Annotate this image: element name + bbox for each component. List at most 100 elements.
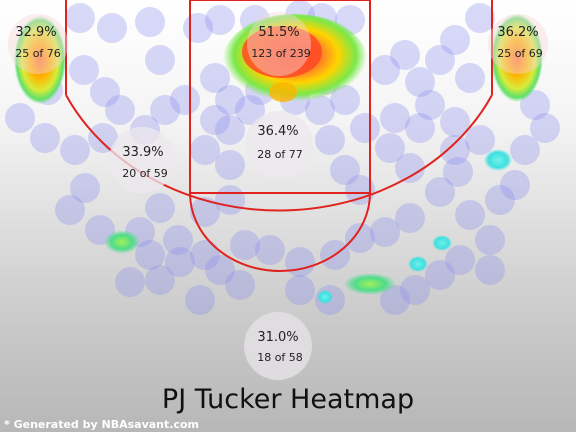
shot-bubble — [70, 173, 100, 203]
zone-count: 18 of 58 — [257, 351, 303, 364]
shot-bubble — [440, 25, 470, 55]
shot-bubble — [415, 90, 445, 120]
shot-bubble — [425, 45, 455, 75]
shot-bubble — [97, 13, 127, 43]
shot-bubble — [163, 225, 193, 255]
zone-bubble — [488, 14, 548, 74]
zone-left-midrange: 33.9% 20 of 59 — [109, 127, 175, 193]
shot-bubble — [215, 115, 245, 145]
shot-bubble — [65, 3, 95, 33]
shot-bubble — [185, 285, 215, 315]
shot-bubble — [215, 150, 245, 180]
shot-bubble — [400, 275, 430, 305]
shot-bubble — [510, 135, 540, 165]
hot-spot-right-low — [317, 290, 333, 304]
zone-count: 25 of 69 — [497, 47, 543, 60]
shot-bubble — [170, 85, 200, 115]
shot-bubble — [405, 67, 435, 97]
zone-pct: 33.9% — [122, 145, 163, 160]
shot-bubble — [145, 265, 175, 295]
shot-bubble — [60, 135, 90, 165]
shot-bubble — [205, 255, 235, 285]
shot-bubble — [390, 40, 420, 70]
zone-bubble — [244, 312, 312, 380]
shot-bubble — [330, 155, 360, 185]
shot-bubble — [370, 55, 400, 85]
hot-spot-right-wing — [344, 273, 396, 295]
shot-bubble — [215, 85, 245, 115]
zone-pct: 36.2% — [497, 25, 538, 40]
hot-spot-right-elbow — [484, 149, 512, 171]
hot-spot-left-corner — [14, 16, 66, 104]
shot-bubble — [145, 193, 175, 223]
shot-bubble — [135, 240, 165, 270]
shot-bubble — [380, 285, 410, 315]
zone-top-three: 31.0% 18 of 58 — [244, 312, 312, 380]
shot-bubble — [425, 260, 455, 290]
zone-bubble — [8, 14, 68, 74]
shot-bubble — [285, 247, 315, 277]
shot-bubble — [395, 153, 425, 183]
shot-bubble — [465, 125, 495, 155]
zone-labels: 32.9% 25 of 76 51.5% 123 of 239 36.2% 25… — [8, 12, 548, 380]
shot-bubble — [5, 103, 35, 133]
shot-bubble — [475, 225, 505, 255]
shot-bubble — [205, 5, 235, 35]
shot-bubble — [405, 113, 435, 143]
shot-bubble — [200, 63, 230, 93]
zone-pct: 32.9% — [15, 25, 56, 40]
zone-paint: 36.4% 28 of 77 — [245, 111, 313, 179]
hot-spot-right-arc — [432, 235, 452, 251]
shot-bubble — [395, 203, 425, 233]
shot-bubble — [90, 77, 120, 107]
zone-left-corner-three: 32.9% 25 of 76 — [8, 14, 68, 74]
shot-bubble — [230, 230, 260, 260]
shot-bubble — [215, 185, 245, 215]
shot-bubble — [225, 270, 255, 300]
shot-bubble — [455, 200, 485, 230]
shot-bubble — [485, 185, 515, 215]
shot-bubble — [375, 133, 405, 163]
shot-bubble — [500, 170, 530, 200]
shot-bubble — [315, 125, 345, 155]
shot-bubble — [55, 195, 85, 225]
shot-bubble — [465, 3, 495, 33]
shot-bubble — [350, 113, 380, 143]
zone-pct: 36.4% — [257, 124, 298, 139]
zone-bubble — [109, 127, 175, 193]
shot-bubble — [285, 275, 315, 305]
shot-bubble — [115, 267, 145, 297]
shot-bubble — [30, 123, 60, 153]
shot-bubble — [190, 135, 220, 165]
zone-bubble — [247, 12, 311, 76]
hot-spots — [14, 14, 543, 304]
chart-title: PJ Tucker Heatmap — [162, 384, 414, 415]
hot-spot-rim-core — [242, 26, 322, 78]
zone-count: 20 of 59 — [122, 167, 168, 180]
shot-bubble — [105, 95, 135, 125]
shot-bubble — [235, 95, 265, 125]
shot-bubble — [88, 123, 118, 153]
shot-bubble — [380, 103, 410, 133]
shot-bubble — [145, 45, 175, 75]
zone-right-corner-three: 36.2% 25 of 69 — [488, 14, 548, 74]
shot-bubble — [345, 223, 375, 253]
hot-spot-right-wing-2 — [408, 256, 428, 272]
shot-bubble — [440, 135, 470, 165]
hot-spot-right-corner — [491, 14, 543, 102]
hot-spot-rim-tail — [269, 82, 297, 102]
shot-bubble — [440, 107, 470, 137]
shot-bubble — [425, 177, 455, 207]
zone-bubble — [245, 111, 313, 179]
shot-bubble — [190, 197, 220, 227]
shot-bubble — [475, 255, 505, 285]
shot-bubble — [69, 55, 99, 85]
shot-bubble — [165, 247, 195, 277]
shot-bubble — [455, 63, 485, 93]
zone-pct: 51.5% — [258, 25, 299, 40]
shot-bubble — [345, 175, 375, 205]
paint-box — [189, 0, 371, 194]
shot-bubbles — [5, 0, 560, 315]
